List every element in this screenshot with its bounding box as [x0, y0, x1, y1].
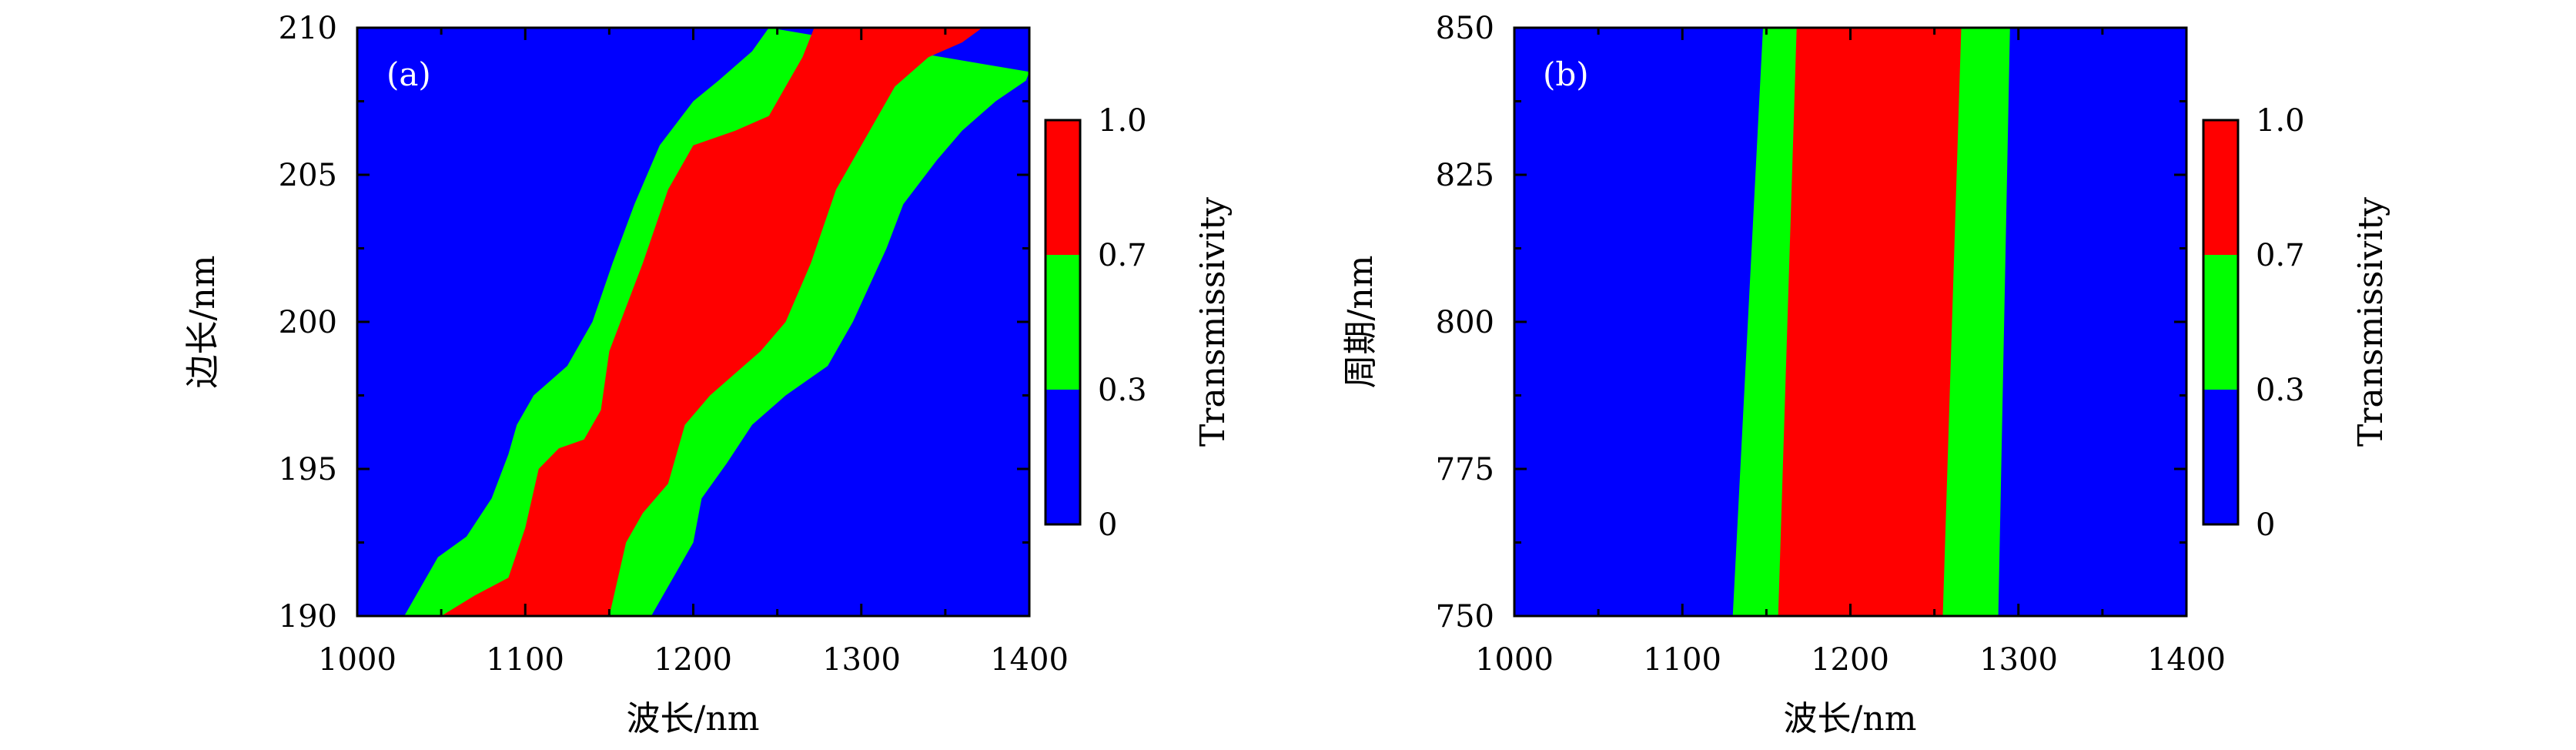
panel-a-label: (a) — [386, 55, 431, 93]
panel-b-colorbar-tick-2: 0.7 — [2256, 238, 2305, 273]
panel-b-heatmap — [1514, 28, 2186, 616]
panel-b-xtick-3: 1300 — [1979, 642, 2058, 678]
panel-b-xlabel: 波长/nm — [1784, 699, 1917, 738]
panel-b-region-high — [1778, 28, 1962, 616]
panel-b-ytick-1: 775 — [1436, 452, 1494, 487]
panel-a-ytick-3: 205 — [279, 158, 337, 193]
panel-b-ytick-4: 850 — [1436, 11, 1494, 46]
panel-b: (b) 1000 1100 1200 1300 1400 750 775 800… — [1341, 11, 2390, 738]
panel-b-xtick-4: 1400 — [2147, 642, 2226, 678]
panel-a-colorbar-tick-0: 0 — [1098, 507, 1117, 543]
panel-a-xtick-0: 1000 — [318, 642, 396, 678]
panel-b-colorbar-high — [2203, 120, 2238, 255]
panel-a-xtick-1: 1100 — [486, 642, 564, 678]
panel-a-colorbar-tick-2: 0.7 — [1098, 238, 1147, 273]
panel-b-xtick-0: 1000 — [1475, 642, 1554, 678]
panel-b-colorbar-tick-0: 0 — [2256, 507, 2275, 543]
panel-a-xtick-3: 1300 — [822, 642, 901, 678]
panel-b-label: (b) — [1543, 55, 1589, 93]
panel-a-ticks — [356, 26, 1031, 618]
panel-b-colorbar-frame — [2202, 119, 2240, 526]
panel-a-colorbar-frame — [1044, 119, 1082, 526]
panel-b-ylabel: 周期/nm — [1341, 256, 1380, 389]
panel-b-xtick-2: 1200 — [1811, 642, 1889, 678]
panel-b-colorbar-tick-3: 1.0 — [2256, 103, 2305, 139]
panel-a-colorbar-tick-1: 0.3 — [1098, 373, 1147, 408]
panel-a-xlabel: 波长/nm — [627, 699, 760, 738]
panel-b-ytick-3: 825 — [1436, 158, 1494, 193]
panel-a-colorbar-label: Transmissivity — [1193, 197, 1233, 447]
panel-a-ytick-4: 210 — [279, 11, 337, 46]
panel-b-colorbar-tick-1: 0.3 — [2256, 373, 2305, 408]
panel-a-xtick-2: 1200 — [654, 642, 732, 678]
panel-a-ylabel: 边长/nm — [183, 256, 222, 389]
panel-b-ytick-2: 800 — [1436, 305, 1494, 340]
panel-a-heatmap — [357, 28, 1029, 616]
panel-a-region-high — [441, 28, 982, 616]
panel-b-colorbar-mid — [2203, 255, 2238, 390]
panel-b-colorbar-low — [2203, 390, 2238, 524]
panel-a-colorbar-high — [1045, 120, 1080, 255]
panel-a: (a) 1000 1100 1200 1300 1400 190 195 200… — [183, 11, 1233, 738]
panel-a-colorbar-tick-3: 1.0 — [1098, 103, 1147, 139]
panel-a-ytick-0: 190 — [279, 599, 337, 634]
panel-a-colorbar: 0 0.3 0.7 1.0 Transmissivity — [1044, 103, 1233, 543]
panel-a-colorbar-low — [1045, 390, 1080, 524]
panel-a-ytick-1: 195 — [279, 452, 337, 487]
panel-a-xtick-4: 1400 — [990, 642, 1069, 678]
panel-b-colorbar-label: Transmissivity — [2351, 197, 2390, 447]
panel-b-xtick-1: 1100 — [1643, 642, 1721, 678]
panel-a-ytick-2: 200 — [279, 305, 337, 340]
panel-b-ytick-0: 750 — [1436, 599, 1494, 634]
panel-b-colorbar: 0 0.3 0.7 1.0 Transmissivity — [2202, 103, 2390, 543]
panel-a-colorbar-mid — [1045, 255, 1080, 390]
panel-b-ticks — [1513, 26, 2188, 618]
